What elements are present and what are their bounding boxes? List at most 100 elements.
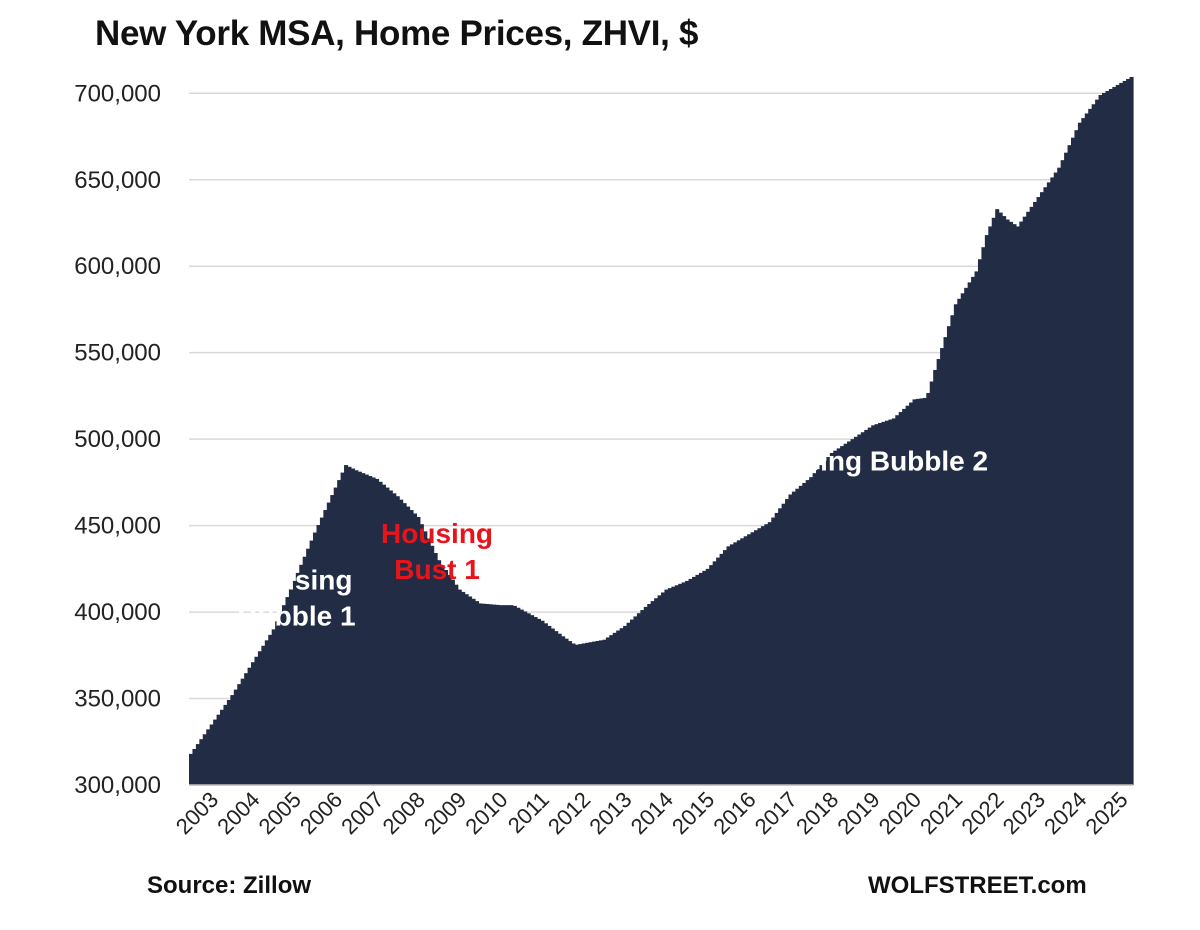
bar (578, 644, 583, 785)
bar (292, 580, 297, 785)
bar (375, 478, 380, 785)
x-tick-label: 2012 (543, 787, 595, 839)
y-tick-label: 500,000 (74, 426, 161, 453)
bar (247, 667, 252, 785)
bar (747, 534, 752, 785)
y-tick-label: 300,000 (74, 772, 161, 799)
bar (385, 487, 390, 785)
bar (440, 565, 445, 785)
bar (688, 578, 693, 785)
bar (812, 473, 817, 785)
bar (581, 643, 586, 785)
bar (640, 610, 645, 785)
bar (564, 638, 569, 785)
bar (416, 516, 421, 785)
bar (819, 465, 824, 785)
bar (206, 729, 211, 785)
bar (454, 584, 459, 785)
bar (485, 604, 490, 785)
bar (302, 556, 307, 785)
bar (492, 604, 497, 785)
bar (261, 645, 266, 785)
bar (412, 513, 417, 785)
x-tick-label: 2019 (832, 787, 884, 839)
bar (1005, 219, 1010, 785)
brand-label: WOLFSTREET.com (868, 872, 1087, 899)
bar (915, 398, 920, 785)
bar-series (189, 76, 1134, 786)
x-tick-label: 2005 (254, 787, 306, 839)
bar (450, 579, 455, 785)
bar (299, 564, 304, 785)
bar (244, 673, 249, 785)
bar (981, 247, 986, 785)
bar (1119, 82, 1124, 786)
annotation-line: Housing (381, 518, 493, 549)
x-tick-label: 2025 (1080, 787, 1132, 839)
x-tick-label: 2021 (915, 787, 967, 839)
bar (1039, 192, 1045, 785)
bar (884, 420, 889, 785)
bar (357, 471, 362, 785)
bar (633, 616, 638, 785)
bar (257, 651, 262, 785)
x-tick-label: 2017 (750, 787, 802, 839)
bar (1067, 145, 1072, 786)
bar (288, 589, 293, 785)
bar (1074, 130, 1079, 785)
bar (767, 522, 772, 785)
annotations: Housing Bubble 1 Housing Bust 1 Housing Bubb… (237, 445, 988, 631)
bar (333, 487, 338, 785)
bar (891, 418, 896, 785)
bar (344, 465, 349, 785)
bar (295, 572, 300, 785)
bar (461, 591, 466, 785)
bar (619, 628, 624, 785)
bar (678, 583, 683, 785)
bar (647, 604, 652, 785)
bar (650, 601, 655, 785)
x-tick-label: 2013 (584, 787, 636, 839)
bar (230, 695, 235, 785)
bar (516, 607, 521, 785)
x-tick-label: 2024 (1039, 787, 1091, 839)
x-tick-label: 2006 (295, 787, 347, 839)
bar (671, 586, 676, 785)
bar (712, 561, 717, 785)
bar (1115, 84, 1120, 786)
bar (926, 393, 931, 785)
bar (268, 634, 273, 785)
bar (826, 457, 831, 785)
bar (895, 415, 900, 785)
bar (1126, 78, 1131, 785)
bar (1105, 90, 1110, 786)
bar (354, 470, 359, 785)
bar (557, 633, 562, 785)
bar (347, 466, 352, 785)
bar (1036, 197, 1041, 786)
bar (588, 642, 593, 785)
bar (471, 598, 476, 785)
bar (226, 699, 231, 785)
bar (550, 628, 555, 785)
bar (233, 689, 238, 785)
bar (1112, 86, 1117, 785)
bar (306, 548, 311, 785)
bar (595, 640, 600, 785)
bar (960, 293, 965, 785)
bar (464, 594, 469, 785)
bar (805, 480, 810, 785)
bar (220, 709, 225, 785)
bar (967, 282, 972, 785)
bar (1026, 211, 1031, 785)
bar (626, 622, 631, 785)
bar (857, 434, 862, 785)
bar (974, 271, 979, 785)
bar (561, 636, 566, 785)
bar (729, 544, 734, 785)
x-tick-label: 2022 (956, 787, 1008, 839)
bar (781, 503, 786, 785)
bar (275, 621, 280, 785)
y-tick-label: 400,000 (74, 599, 161, 626)
bar (867, 427, 872, 785)
